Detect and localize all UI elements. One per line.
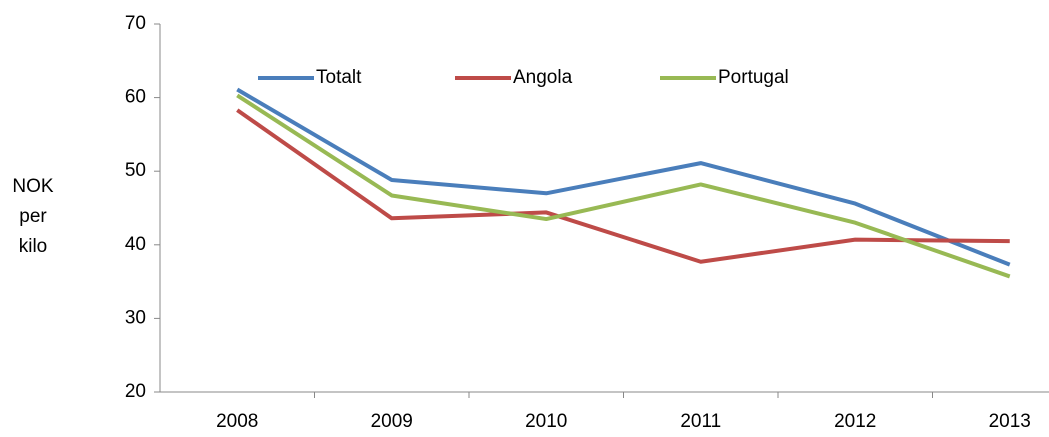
y-tick-label: 50 xyxy=(125,160,146,181)
x-tick-label: 2013 xyxy=(989,411,1031,432)
y-tick-label: 40 xyxy=(125,234,146,255)
x-tick-label: 2009 xyxy=(371,411,413,432)
x-tick-label: 2011 xyxy=(680,411,721,432)
x-tick-label: 2012 xyxy=(834,411,876,432)
y-tick-label: 20 xyxy=(125,381,146,402)
series-line xyxy=(236,108,1010,264)
y-tick-label: 30 xyxy=(125,307,146,328)
series-line xyxy=(236,93,1011,279)
legend-label: Totalt xyxy=(316,67,362,88)
legend-label: Angola xyxy=(513,67,573,88)
y-tick-label: 70 xyxy=(125,13,146,34)
legend-label: Portugal xyxy=(718,67,789,88)
y-tick-label: 60 xyxy=(125,87,146,108)
x-tick-label: 2008 xyxy=(216,411,258,432)
y-axis-label: NOK per kilo xyxy=(12,176,54,257)
series-line xyxy=(236,87,1011,267)
x-tick-label: 2010 xyxy=(525,411,567,432)
